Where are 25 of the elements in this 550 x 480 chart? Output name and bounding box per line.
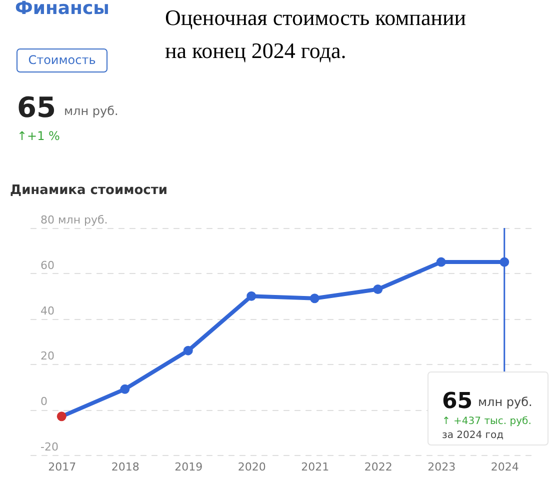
annotation: млн руб.	[478, 395, 532, 409]
y-tick-label: 80 млн руб.	[40, 214, 108, 226]
y-tick-label: 0	[40, 395, 48, 408]
annotation: ↑ +437 тыс. руб.	[442, 416, 532, 427]
text: Динамика стоимости	[10, 183, 168, 198]
annotation: 65	[442, 389, 473, 414]
text: ↑+1 %	[17, 129, 60, 143]
annotation: за 2024 год	[442, 430, 504, 441]
x-tick-label: 2024	[490, 460, 519, 474]
y-tick-label: 40	[40, 304, 54, 318]
text: Стоимость	[28, 53, 96, 67]
y-tick-label: 60	[40, 258, 54, 272]
chart-title: Финансы	[15, 0, 110, 19]
y-tick-label: 20	[40, 350, 54, 363]
x-tick-label: 2020	[238, 460, 266, 474]
x-tick-label: 2019	[174, 460, 203, 474]
x-tick-label: 2017	[48, 460, 76, 474]
x-tick-label: 2022	[364, 460, 392, 474]
x-tick-label: 2018	[111, 460, 140, 474]
text: 65	[17, 91, 56, 124]
chart-subtitle: Оценочная стоимость компании на конец 2024 года.	[165, 5, 466, 63]
x-tick-label: 2021	[301, 460, 330, 474]
y-tick-label: -20	[40, 440, 58, 454]
x-tick-label: 2023	[428, 460, 456, 474]
text: млн руб.	[64, 104, 118, 118]
